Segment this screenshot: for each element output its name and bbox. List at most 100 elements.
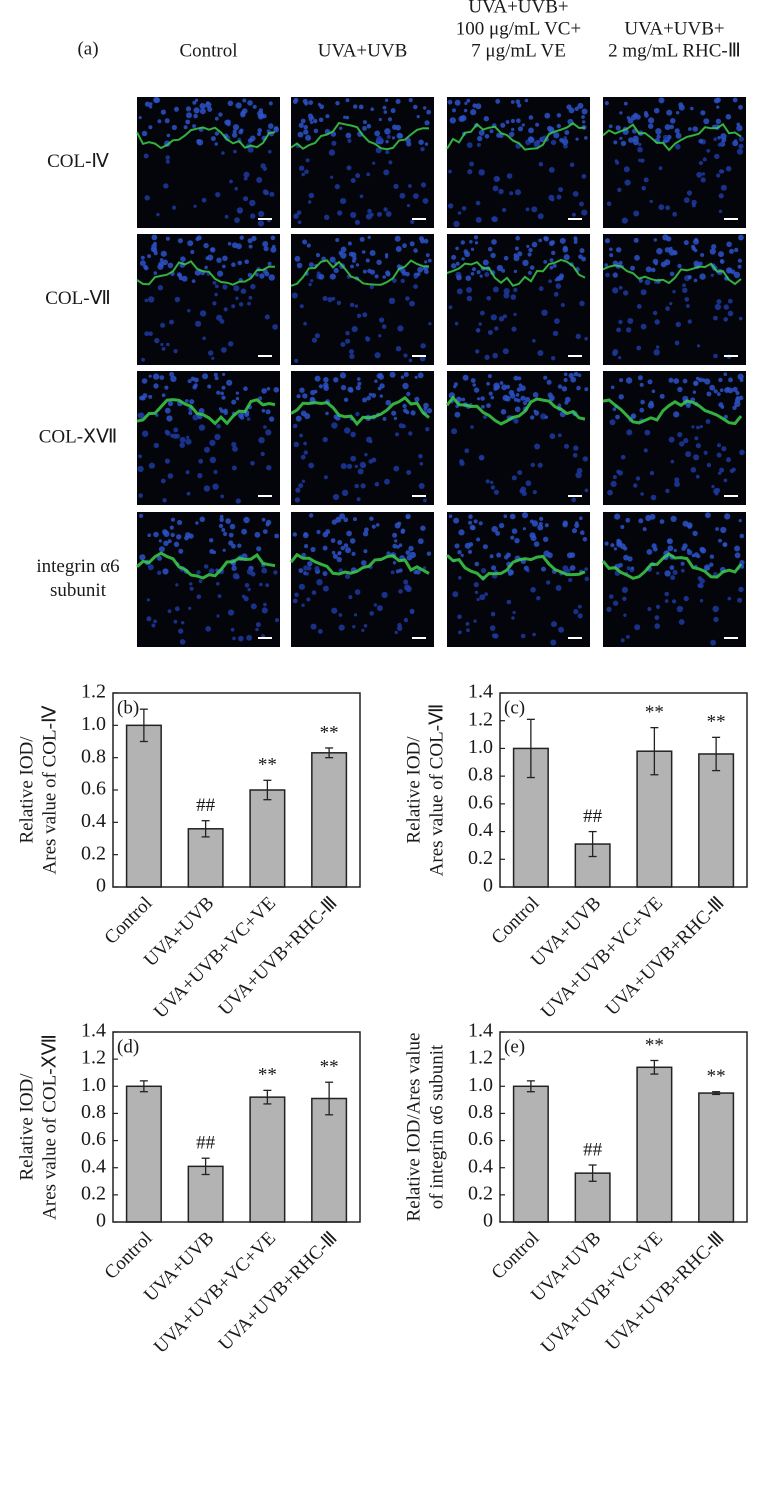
nucleus: [268, 274, 275, 281]
nucleus: [721, 446, 727, 452]
nucleus: [332, 554, 338, 559]
membrane-stain: [445, 554, 586, 581]
nucleus: [541, 566, 546, 572]
nucleus: [555, 283, 562, 289]
nucleus: [457, 550, 462, 555]
nucleus: [491, 565, 497, 571]
nucleus: [625, 377, 633, 384]
nucleus: [186, 491, 191, 496]
nucleus: [670, 515, 677, 523]
nucleus: [543, 375, 548, 380]
nucleus: [318, 273, 325, 280]
nucleus: [549, 265, 554, 270]
y-tick-label: 1.2: [81, 1047, 106, 1069]
nucleus: [640, 289, 647, 296]
nucleus: [716, 299, 722, 305]
nucleus: [665, 306, 670, 311]
nucleus: [346, 165, 352, 171]
micrograph: [602, 97, 746, 228]
nucleus: [157, 285, 164, 291]
nucleus: [322, 436, 328, 443]
nucleus: [231, 262, 236, 268]
nucleus: [618, 260, 623, 266]
nucleus: [353, 517, 357, 522]
nucleus: [141, 130, 148, 137]
nucleus: [139, 513, 144, 519]
nucleus: [424, 260, 428, 264]
nucleus: [514, 538, 520, 544]
nucleus: [491, 239, 497, 245]
nucleus: [382, 416, 387, 421]
scale-bar: [724, 218, 738, 220]
nucleus: [674, 477, 680, 483]
nucleus: [486, 403, 491, 408]
nucleus: [558, 187, 564, 193]
nucleus: [649, 470, 655, 476]
nucleus: [413, 104, 418, 110]
nucleus: [310, 623, 317, 630]
nucleus: [184, 399, 189, 403]
nucleus: [220, 391, 225, 396]
nucleus: [423, 406, 428, 411]
nucleus: [573, 236, 578, 241]
nucleus: [470, 378, 476, 383]
nucleus: [166, 415, 173, 422]
membrane-stain: [136, 398, 276, 426]
nucleus: [164, 458, 170, 464]
y-axis-label: Relative IOD/: [403, 736, 424, 844]
nucleus: [509, 191, 514, 196]
nucleus: [347, 386, 354, 393]
nucleus: [520, 385, 526, 392]
significance-label: **: [258, 755, 277, 776]
nucleus: [659, 393, 665, 399]
nucleus: [237, 209, 242, 214]
nucleus: [250, 283, 256, 290]
nucleus: [518, 383, 523, 388]
nucleus: [736, 148, 744, 155]
nucleus: [374, 352, 381, 359]
nucleus: [573, 445, 579, 451]
nucleus: [216, 314, 223, 321]
nucleus: [165, 159, 170, 164]
nucleus: [274, 618, 280, 623]
nucleus: [672, 599, 677, 604]
nucleus: [481, 404, 485, 409]
nucleus: [258, 210, 265, 217]
nucleus: [726, 241, 732, 248]
nucleus: [476, 270, 481, 275]
nucleus: [509, 513, 516, 520]
nucleus: [343, 517, 349, 523]
nucleus: [391, 136, 396, 140]
nucleus: [416, 272, 421, 276]
nucleus: [489, 554, 494, 559]
nucleus: [378, 372, 383, 378]
nucleus: [465, 275, 472, 282]
nucleus: [659, 519, 665, 524]
nucleus: [573, 609, 579, 615]
nucleus: [186, 112, 192, 119]
nucleus: [306, 243, 311, 248]
nucleus: [140, 255, 145, 260]
nucleus: [202, 336, 206, 341]
nucleus: [379, 394, 383, 398]
nucleus: [374, 130, 381, 137]
nucleus: [734, 247, 739, 253]
nucleus: [727, 310, 734, 317]
nucleus: [720, 133, 727, 140]
nucleus: [409, 241, 415, 247]
nucleus: [574, 523, 580, 529]
nucleus: [307, 561, 313, 567]
nucleus: [417, 266, 423, 273]
nucleus: [423, 498, 427, 503]
nucleus: [228, 532, 234, 538]
nucleus: [382, 105, 387, 110]
nucleus: [212, 281, 217, 285]
nucleus: [249, 199, 256, 207]
y-tick-label: 0.2: [468, 1182, 493, 1204]
nucleus: [675, 144, 681, 150]
nucleus: [675, 132, 682, 139]
nucleus: [642, 527, 647, 532]
nucleus: [394, 522, 401, 529]
nucleus: [345, 547, 351, 554]
nucleus: [361, 628, 365, 633]
